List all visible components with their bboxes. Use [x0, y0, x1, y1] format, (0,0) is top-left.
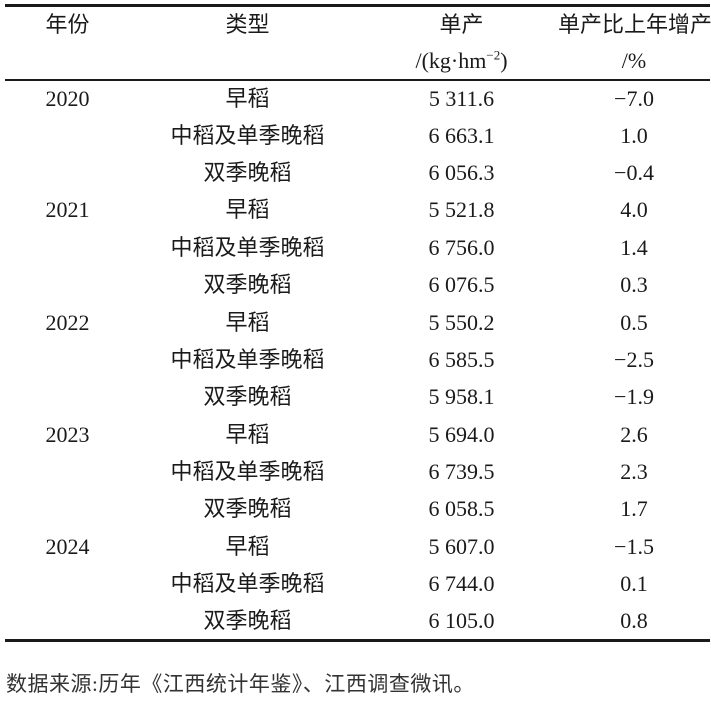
type-cell: 中稻及单季晚稻 — [170, 346, 325, 372]
type-cell: 中稻及单季晚稻 — [170, 122, 325, 148]
year-cell — [5, 341, 130, 378]
table-row: 双季晚稻 6 105.0 0.8 — [5, 603, 710, 640]
header-year: 年份 — [45, 11, 90, 37]
type-cell: 中稻及单季晚稻 — [170, 459, 325, 485]
table-row: 2022 早稻 5 550.2 0.5 — [5, 304, 710, 341]
yield-cell: 6 105.0 — [428, 607, 495, 633]
growth-cell: 1.4 — [620, 234, 648, 260]
yield-cell: 5 694.0 — [428, 421, 495, 447]
type-cell: 早稻 — [225, 197, 270, 223]
year-cell: 2022 — [45, 309, 90, 335]
table-body: 2020 早稻 5 311.6 −7.0 中稻及单季晚稻 6 663.1 1.0… — [5, 80, 710, 641]
yield-cell: 6 739.5 — [428, 459, 495, 485]
header-growth: 单产比上年增产 — [558, 11, 711, 37]
growth-cell: −0.4 — [614, 159, 654, 185]
table-row: 双季晚稻 6 058.5 1.7 — [5, 491, 710, 528]
yield-cell: 5 550.2 — [428, 309, 495, 335]
yield-cell: 6 076.5 — [428, 272, 495, 298]
growth-cell: 2.6 — [620, 421, 648, 447]
type-cell: 双季晚稻 — [203, 384, 292, 410]
year-cell: 2020 — [45, 85, 90, 111]
type-cell: 中稻及单季晚稻 — [170, 571, 325, 597]
growth-cell: 1.0 — [620, 122, 648, 148]
table-header: 年份 类型 单产 单产比上年增产 /(kg·hm−2) /% — [5, 6, 711, 80]
data-source-note: 数据来源:历年《江西统计年鉴》、江西调查微讯。 — [6, 672, 475, 696]
type-cell: 双季晚稻 — [203, 159, 292, 185]
table-row: 中稻及单季晚稻 6 663.1 1.0 — [5, 117, 710, 154]
year-cell: 2023 — [45, 421, 90, 447]
table-row: 中稻及单季晚稻 6 585.5 −2.5 — [5, 341, 710, 378]
year-cell: 2024 — [45, 533, 90, 559]
growth-cell: 0.8 — [620, 607, 648, 633]
yield-cell: 6 744.0 — [428, 571, 495, 597]
yield-cell: 6 663.1 — [428, 122, 495, 148]
year-cell — [5, 117, 130, 154]
header-growth-unit: /% — [621, 47, 647, 73]
type-cell: 双季晚稻 — [203, 272, 292, 298]
table-row: 2024 早稻 5 607.0 −1.5 — [5, 528, 710, 565]
header-year-unit — [5, 43, 130, 80]
year-cell — [5, 229, 130, 266]
table-row: 2023 早稻 5 694.0 2.6 — [5, 416, 710, 453]
type-cell: 早稻 — [225, 421, 270, 447]
growth-cell: −1.5 — [614, 533, 654, 559]
yield-cell: 5 607.0 — [428, 533, 495, 559]
header-yield-unit: /(kg·hm−2) — [365, 43, 558, 80]
table-row: 双季晚稻 5 958.1 −1.9 — [5, 379, 710, 416]
growth-cell: 4.0 — [620, 197, 648, 223]
header-yield: 单产 — [439, 11, 484, 37]
growth-cell: 0.5 — [620, 309, 648, 335]
header-row-titles: 年份 类型 单产 单产比上年增产 — [5, 6, 711, 43]
year-cell: 2021 — [45, 197, 90, 223]
header-type-unit — [130, 43, 365, 80]
type-cell: 中稻及单季晚稻 — [170, 234, 325, 260]
growth-cell: 2.3 — [620, 459, 648, 485]
yield-cell: 6 756.0 — [428, 234, 495, 260]
growth-cell: −7.0 — [614, 85, 654, 111]
yield-cell: 5 311.6 — [428, 85, 495, 111]
header-type: 类型 — [225, 11, 270, 37]
yield-cell: 6 585.5 — [428, 346, 495, 372]
type-cell: 早稻 — [225, 533, 270, 559]
table-row: 双季晚稻 6 076.5 0.3 — [5, 266, 710, 303]
yield-cell: 6 058.5 — [428, 496, 495, 522]
year-cell — [5, 603, 130, 640]
year-cell — [5, 379, 130, 416]
yield-cell: 6 056.3 — [428, 159, 495, 185]
type-cell: 早稻 — [225, 309, 270, 335]
growth-cell: 1.7 — [620, 496, 648, 522]
table-row: 2021 早稻 5 521.8 4.0 — [5, 192, 710, 229]
table-row: 双季晚稻 6 056.3 −0.4 — [5, 154, 710, 191]
header-row-units: /(kg·hm−2) /% — [5, 43, 710, 80]
table-row: 中稻及单季晚稻 6 744.0 0.1 — [5, 566, 710, 603]
year-cell — [5, 491, 130, 528]
yield-unit-prefix: /(kg·hm — [415, 47, 487, 73]
growth-cell: −2.5 — [614, 346, 654, 372]
growth-cell: 0.1 — [620, 571, 648, 597]
type-cell: 双季晚稻 — [203, 496, 292, 522]
yield-cell: 5 521.8 — [428, 197, 495, 223]
growth-cell: 0.3 — [620, 272, 648, 298]
yield-unit-suffix: ) — [500, 47, 508, 73]
yield-cell: 5 958.1 — [428, 384, 495, 410]
yield-unit-exponent: −2 — [486, 47, 501, 63]
type-cell: 早稻 — [225, 85, 270, 111]
table-row: 中稻及单季晚稻 6 739.5 2.3 — [5, 453, 710, 490]
year-cell — [5, 266, 130, 303]
rice-yield-table: 年份 类型 单产 单产比上年增产 /(kg·hm−2) /% 2020 早稻 5… — [5, 4, 711, 642]
year-cell — [5, 154, 130, 191]
growth-cell: −1.9 — [614, 384, 654, 410]
year-cell — [5, 453, 130, 490]
table-row: 2020 早稻 5 311.6 −7.0 — [5, 80, 710, 117]
year-cell — [5, 566, 130, 603]
type-cell: 双季晚稻 — [203, 607, 292, 633]
table-row: 中稻及单季晚稻 6 756.0 1.4 — [5, 229, 710, 266]
